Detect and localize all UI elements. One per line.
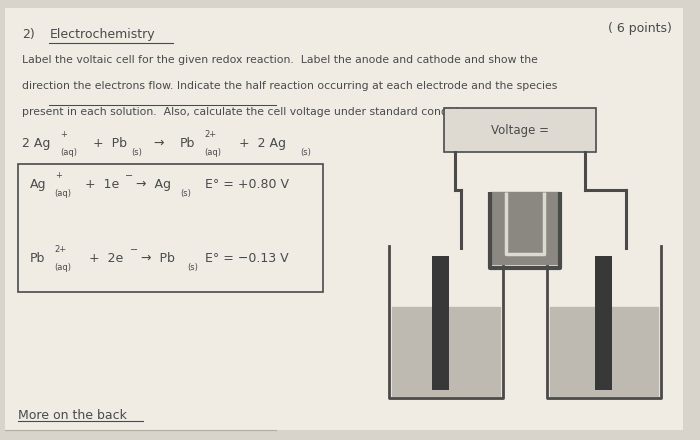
Text: Label the voltaic cell for the given redox reaction.  Label the anode and cathod: Label the voltaic cell for the given red… <box>22 55 538 65</box>
Text: Ag: Ag <box>29 177 46 191</box>
Text: +: + <box>55 171 62 180</box>
Text: +  2 Ag: + 2 Ag <box>239 136 286 150</box>
Text: +: + <box>61 130 67 139</box>
Text: E° = −0.13 V: E° = −0.13 V <box>205 252 288 264</box>
Text: (aq): (aq) <box>55 189 71 198</box>
Text: Voltage =: Voltage = <box>491 124 549 136</box>
FancyBboxPatch shape <box>444 108 596 152</box>
Text: →: → <box>153 136 163 150</box>
Text: →  Pb: → Pb <box>141 252 175 264</box>
Text: →  Ag: → Ag <box>136 177 171 191</box>
Text: 2): 2) <box>22 28 34 41</box>
Bar <box>595 256 612 390</box>
Text: (s): (s) <box>131 148 142 157</box>
Polygon shape <box>491 192 559 264</box>
Text: −: − <box>125 171 133 180</box>
Text: (aq): (aq) <box>55 263 71 272</box>
Text: (aq): (aq) <box>61 148 78 157</box>
Polygon shape <box>393 307 500 396</box>
Text: E° = +0.80 V: E° = +0.80 V <box>205 177 289 191</box>
Text: +  1e: + 1e <box>85 177 119 191</box>
Text: −: − <box>130 245 139 254</box>
Text: Electrochemistry: Electrochemistry <box>49 28 155 41</box>
FancyBboxPatch shape <box>5 8 683 430</box>
Text: 2+: 2+ <box>204 130 216 139</box>
Text: (aq): (aq) <box>204 148 221 157</box>
Text: +  Pb: + Pb <box>92 136 127 150</box>
Text: direction the electrons flow. Indicate the half reaction occurring at each elect: direction the electrons flow. Indicate t… <box>22 81 557 91</box>
Text: (s): (s) <box>181 189 191 198</box>
Text: 2+: 2+ <box>55 245 66 254</box>
Text: ( 6 points): ( 6 points) <box>608 22 672 35</box>
Text: Pb: Pb <box>179 136 195 150</box>
Bar <box>433 256 449 390</box>
Polygon shape <box>550 307 657 396</box>
Text: Pb: Pb <box>29 252 45 264</box>
Text: More on the back: More on the back <box>18 408 127 422</box>
Text: present in each solution.  Also, calculate the cell voltage under standard condi: present in each solution. Also, calculat… <box>22 107 480 117</box>
Text: +  2e: + 2e <box>89 252 123 264</box>
Text: (s): (s) <box>188 263 198 272</box>
Text: (s): (s) <box>301 148 312 157</box>
Text: 2 Ag: 2 Ag <box>22 136 50 150</box>
